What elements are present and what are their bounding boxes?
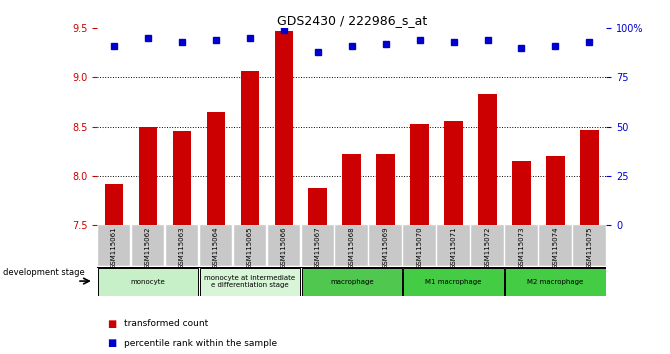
Text: GSM115069: GSM115069 [383, 226, 389, 269]
Bar [267, 225, 300, 266]
Bar [241, 70, 259, 225]
Text: GSM115066: GSM115066 [281, 226, 287, 269]
Bar [98, 268, 198, 296]
Bar [403, 225, 436, 266]
Bar [139, 126, 157, 225]
Bar [200, 225, 232, 266]
Text: GSM115071: GSM115071 [451, 226, 456, 269]
Bar [410, 124, 429, 225]
Text: GSM115063: GSM115063 [179, 226, 185, 269]
Text: ■: ■ [107, 338, 117, 348]
Text: monocyte at intermediate
e differentiation stage: monocyte at intermediate e differentiati… [204, 275, 295, 288]
Bar [302, 268, 402, 296]
Text: GSM115064: GSM115064 [213, 226, 219, 269]
Text: ■: ■ [107, 319, 117, 329]
Bar [539, 225, 572, 266]
Bar [471, 225, 504, 266]
Bar [377, 154, 395, 225]
Text: GSM115074: GSM115074 [553, 226, 558, 269]
Bar [369, 225, 402, 266]
Text: GSM115072: GSM115072 [484, 226, 490, 269]
Bar [342, 154, 361, 225]
Bar [308, 188, 327, 225]
Bar [132, 225, 164, 266]
Bar [512, 161, 531, 225]
Bar [105, 183, 123, 225]
Text: transformed count: transformed count [124, 319, 208, 329]
Bar [478, 94, 497, 225]
Text: development stage: development stage [3, 268, 85, 277]
Text: GSM115062: GSM115062 [145, 226, 151, 269]
Bar [275, 31, 293, 225]
Text: macrophage: macrophage [330, 279, 374, 285]
Text: GSM115070: GSM115070 [417, 226, 423, 269]
Text: GSM115061: GSM115061 [111, 226, 117, 269]
Bar [200, 268, 300, 296]
Bar [234, 225, 266, 266]
Bar [444, 121, 463, 225]
Bar [505, 225, 538, 266]
Bar [546, 156, 565, 225]
Text: M2 macrophage: M2 macrophage [527, 279, 584, 285]
Bar [98, 225, 131, 266]
Text: M1 macrophage: M1 macrophage [425, 279, 482, 285]
Text: GSM115067: GSM115067 [315, 226, 321, 269]
Bar [573, 225, 606, 266]
Bar [206, 112, 225, 225]
Bar [173, 131, 192, 225]
Bar [165, 225, 198, 266]
Bar [505, 268, 606, 296]
Title: GDS2430 / 222986_s_at: GDS2430 / 222986_s_at [277, 14, 427, 27]
Bar [336, 225, 368, 266]
Text: GSM115065: GSM115065 [247, 226, 253, 269]
Text: GSM115075: GSM115075 [586, 226, 592, 269]
Bar [403, 268, 504, 296]
Text: GSM115073: GSM115073 [519, 226, 525, 269]
Bar [438, 225, 470, 266]
Bar [302, 225, 334, 266]
Bar [580, 130, 599, 225]
Text: percentile rank within the sample: percentile rank within the sample [124, 339, 277, 348]
Text: GSM115068: GSM115068 [349, 226, 354, 269]
Text: monocyte: monocyte [131, 279, 165, 285]
